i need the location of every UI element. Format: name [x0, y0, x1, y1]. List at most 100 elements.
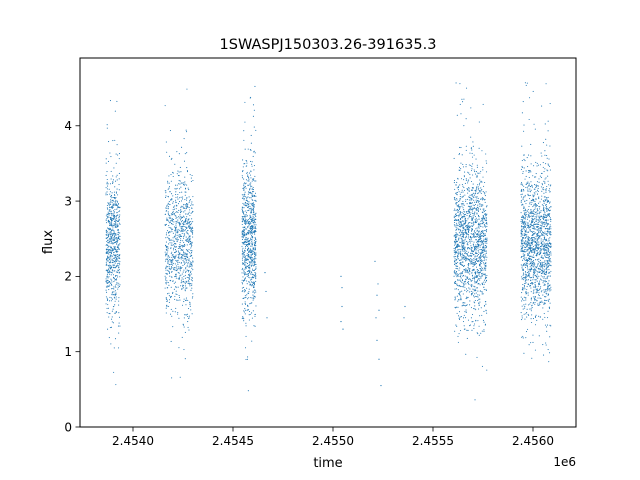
data-point	[255, 228, 257, 230]
data-point	[537, 243, 539, 245]
data-point	[176, 241, 178, 243]
data-point	[250, 297, 252, 299]
data-point	[186, 171, 189, 173]
data-point	[244, 148, 246, 150]
data-point	[455, 82, 457, 84]
data-point	[521, 204, 523, 206]
data-point	[184, 314, 186, 316]
data-point	[171, 276, 173, 278]
data-point	[185, 204, 187, 206]
data-point	[459, 184, 461, 186]
data-point	[112, 196, 114, 198]
data-point	[529, 230, 531, 232]
data-point	[481, 235, 483, 237]
data-point	[244, 201, 246, 204]
data-point	[475, 158, 477, 160]
data-point	[463, 236, 465, 238]
data-point	[462, 282, 464, 284]
data-point	[189, 215, 191, 217]
data-point	[108, 312, 110, 314]
data-point	[463, 227, 465, 229]
data-point	[459, 241, 461, 243]
data-point	[251, 273, 254, 275]
data-point	[464, 194, 466, 196]
data-point	[547, 207, 549, 209]
data-point	[534, 205, 536, 207]
data-point	[110, 235, 112, 238]
data-point	[454, 219, 456, 222]
data-point	[180, 267, 182, 270]
data-point	[454, 330, 456, 332]
data-point	[538, 245, 540, 247]
data-point	[468, 269, 471, 271]
data-point	[118, 257, 120, 259]
data-point	[188, 269, 190, 272]
data-point	[178, 222, 180, 224]
data-point	[535, 161, 537, 163]
data-point	[464, 229, 466, 231]
data-point	[180, 205, 182, 207]
data-point	[108, 236, 110, 238]
data-point	[537, 212, 539, 214]
data-point	[187, 271, 190, 273]
data-point	[106, 258, 108, 260]
data-point	[479, 172, 481, 174]
data-point	[461, 244, 463, 246]
data-point	[180, 257, 182, 259]
data-point	[457, 225, 459, 227]
data-point	[453, 198, 456, 200]
data-point	[111, 222, 113, 224]
data-point	[544, 316, 546, 318]
data-point	[116, 258, 118, 260]
data-point	[244, 215, 246, 217]
data-point	[118, 297, 120, 299]
data-point	[190, 177, 192, 179]
data-point	[473, 154, 475, 156]
data-point	[528, 314, 530, 316]
data-point	[455, 192, 457, 194]
data-point	[241, 249, 244, 251]
data-point	[189, 174, 191, 176]
data-point	[539, 297, 541, 299]
data-point	[168, 272, 170, 274]
data-point	[543, 277, 545, 279]
data-point	[484, 242, 486, 244]
data-point	[172, 326, 174, 328]
data-point	[468, 206, 470, 208]
data-point	[484, 250, 486, 252]
data-point	[114, 223, 116, 225]
data-point	[241, 282, 243, 284]
data-point	[116, 246, 118, 248]
data-point	[459, 169, 461, 171]
data-point	[474, 286, 476, 288]
data-point	[480, 276, 482, 278]
data-point	[114, 312, 116, 314]
data-point	[463, 179, 465, 181]
data-point	[526, 240, 528, 242]
data-point	[247, 390, 249, 392]
data-point	[485, 266, 487, 268]
data-point	[108, 270, 111, 272]
data-point	[250, 149, 252, 151]
data-point	[186, 216, 188, 218]
data-point	[483, 240, 485, 242]
data-point	[192, 261, 194, 263]
data-point	[524, 307, 526, 309]
data-point	[253, 243, 256, 246]
data-point	[528, 154, 530, 156]
data-point	[111, 279, 113, 281]
data-point	[520, 249, 522, 251]
data-point	[252, 258, 254, 260]
data-point	[545, 197, 547, 199]
data-point	[112, 206, 114, 208]
data-point	[107, 239, 109, 241]
data-point	[540, 176, 542, 179]
data-point	[109, 209, 111, 211]
data-point	[178, 171, 180, 173]
data-point	[173, 245, 176, 247]
data-point	[188, 277, 190, 279]
data-point	[464, 275, 466, 277]
data-point	[463, 216, 465, 218]
data-point	[529, 229, 531, 231]
data-point	[117, 245, 119, 247]
